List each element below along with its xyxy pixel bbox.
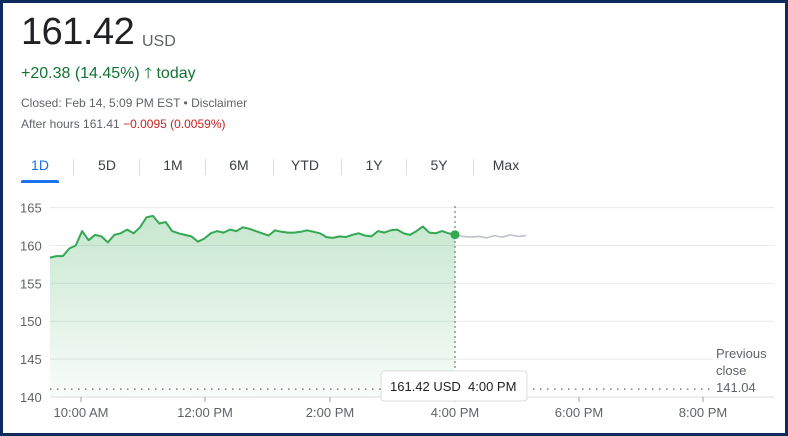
tooltip-time: 4:00 PM: [468, 379, 516, 394]
y-axis-ticks: 165 160 155 150 145 140: [20, 201, 42, 405]
after-hours-change: −0.0095 (0.0059%): [123, 117, 226, 131]
y-tick-label: 150: [20, 314, 42, 329]
price-change-value: +20.38 (14.45%): [21, 65, 140, 82]
tab-6m[interactable]: 6M: [229, 157, 249, 173]
x-tick-label: 10:00 AM: [54, 405, 109, 420]
tab-ytd[interactable]: YTD: [291, 157, 319, 173]
x-tick-label: 6:00 PM: [555, 405, 603, 420]
tab-max[interactable]: Max: [492, 157, 520, 173]
tab-5y[interactable]: 5Y: [430, 157, 448, 173]
price-change-period: today: [156, 65, 196, 82]
x-tick-label: 8:00 PM: [679, 405, 727, 420]
price-change: +20.38 (14.45%) 🡑 today: [21, 63, 196, 88]
closed-info: Closed: Feb 14, 5:09 PM EST • Disclaimer: [21, 96, 248, 110]
after-hours-info: After hours 161.41 −0.0095 (0.0059%): [21, 117, 226, 131]
chart-tooltip: 161.42 USD 4:00 PM: [380, 370, 528, 402]
tab-1y[interactable]: 1Y: [365, 157, 383, 173]
after-hours-price: After hours 161.41: [21, 117, 120, 131]
after-hours-line-series: [454, 234, 527, 239]
current-price: 161.42: [21, 11, 135, 53]
currency-label: USD: [142, 33, 176, 50]
arrow-up-icon: 🡑: [144, 65, 153, 82]
y-tick-label: 160: [20, 238, 42, 253]
price-area-fill: [50, 215, 455, 397]
x-tick-label: 2:00 PM: [306, 405, 354, 420]
tab-1m[interactable]: 1M: [163, 157, 183, 173]
y-tick-label: 155: [20, 276, 42, 291]
previous-close-label-line1: Previous: [716, 346, 767, 361]
x-tick-label: 4:00 PM: [431, 405, 479, 420]
tab-5d[interactable]: 5D: [98, 157, 116, 173]
x-axis-ticks: 10:00 AM 12:00 PM 2:00 PM 4:00 PM 6:00 PM 8:0…: [54, 397, 727, 420]
price-line-series: [49, 214, 456, 259]
previous-close-label: Previous close 141.04: [712, 344, 774, 396]
y-tick-label: 145: [20, 352, 42, 367]
tooltip-price: 161.42 USD: [390, 379, 461, 394]
y-tick-label: 165: [20, 201, 42, 216]
previous-close-label-line2: close: [716, 363, 746, 378]
tab-1d[interactable]: 1D: [21, 153, 59, 183]
current-price-dot[interactable]: [450, 230, 460, 240]
y-tick-label: 140: [20, 390, 42, 405]
x-tick-label: 12:00 PM: [177, 405, 233, 420]
previous-close-label-value: 141.04: [716, 380, 756, 395]
